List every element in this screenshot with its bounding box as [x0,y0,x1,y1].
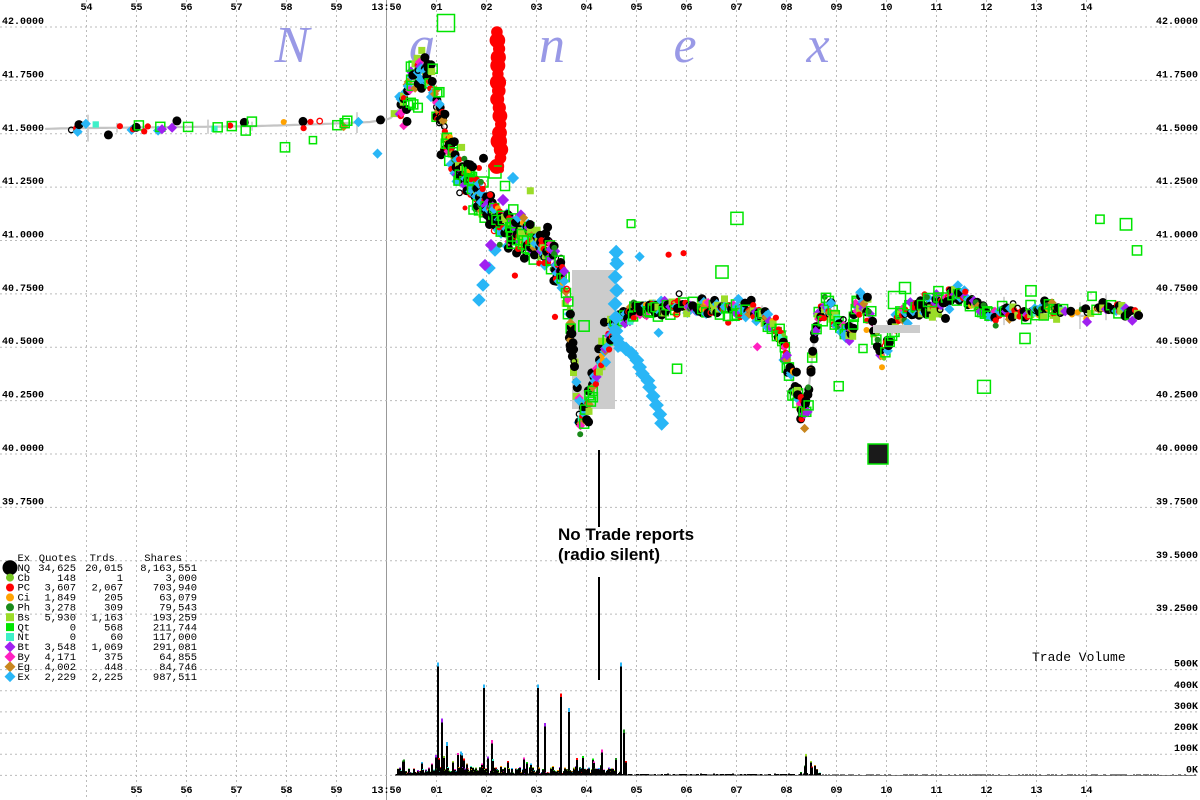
svg-text:200K: 200K [1174,723,1198,734]
svg-text:40.2500: 40.2500 [2,391,44,402]
svg-text:05: 05 [630,3,642,14]
svg-text:41.7500: 41.7500 [1156,70,1198,81]
svg-text:100K: 100K [1174,744,1198,755]
svg-text:13:50: 13:50 [371,786,401,797]
svg-text:40.5000: 40.5000 [1156,337,1198,348]
svg-text:11: 11 [930,786,942,797]
svg-text:09: 09 [830,786,842,797]
svg-text:41.2500: 41.2500 [2,177,44,188]
svg-text:55: 55 [130,3,142,14]
svg-text:07: 07 [730,786,742,797]
svg-text:41.0000: 41.0000 [1156,231,1198,242]
svg-text:Ex: Ex [18,672,31,684]
svg-text:11: 11 [930,3,942,14]
svg-text:n: n [539,17,565,74]
svg-text:08: 08 [780,3,792,14]
svg-text:58: 58 [280,786,292,797]
svg-text:14: 14 [1080,3,1092,14]
svg-text:39.7500: 39.7500 [1156,497,1198,508]
svg-text:0K: 0K [1186,765,1198,776]
svg-text:59: 59 [330,786,342,797]
svg-text:04: 04 [580,786,592,797]
svg-text:14: 14 [1080,786,1092,797]
svg-text:40.5000: 40.5000 [2,337,44,348]
svg-text:No Trade reports: No Trade reports [558,525,694,544]
svg-text:03: 03 [530,786,542,797]
svg-text:42.0000: 42.0000 [2,17,44,28]
svg-text:N: N [274,17,313,74]
svg-text:13:50: 13:50 [371,3,401,14]
svg-text:40.7500: 40.7500 [2,284,44,295]
svg-text:56: 56 [180,786,192,797]
svg-text:41.5000: 41.5000 [1156,124,1198,135]
svg-text:39.5000: 39.5000 [1156,551,1198,562]
svg-text:500K: 500K [1174,660,1198,671]
svg-text:03: 03 [530,3,542,14]
svg-text:54: 54 [80,3,92,14]
svg-text:39.7500: 39.7500 [2,497,44,508]
svg-text:41.2500: 41.2500 [1156,177,1198,188]
svg-text:55: 55 [130,786,142,797]
svg-text:40.0000: 40.0000 [2,444,44,455]
svg-text:12: 12 [980,786,992,797]
svg-text:2,229: 2,229 [44,672,76,684]
svg-text:09: 09 [830,3,842,14]
svg-text:59: 59 [330,3,342,14]
svg-text:400K: 400K [1174,681,1198,692]
svg-text:57: 57 [230,786,242,797]
svg-text:40.2500: 40.2500 [1156,391,1198,402]
svg-text:02: 02 [480,3,492,14]
svg-text:2,225: 2,225 [91,672,123,684]
svg-text:07: 07 [730,3,742,14]
svg-text:12: 12 [980,3,992,14]
svg-text:41.0000: 41.0000 [2,231,44,242]
svg-text:Trade Volume: Trade Volume [1032,650,1126,665]
svg-text:58: 58 [280,3,292,14]
svg-text:56: 56 [180,3,192,14]
svg-text:02: 02 [480,786,492,797]
svg-text:57: 57 [230,3,242,14]
svg-text:13: 13 [1030,786,1042,797]
svg-text:41.5000: 41.5000 [2,124,44,135]
svg-text:06: 06 [680,786,692,797]
svg-text:42.0000: 42.0000 [1156,17,1198,28]
svg-text:40.0000: 40.0000 [1156,444,1198,455]
svg-text:x: x [805,17,829,74]
svg-text:01: 01 [430,3,442,14]
svg-text:06: 06 [680,3,692,14]
svg-text:300K: 300K [1174,702,1198,713]
svg-text:39.2500: 39.2500 [1156,604,1198,615]
svg-text:40.7500: 40.7500 [1156,284,1198,295]
svg-text:e: e [673,17,696,74]
svg-text:987,511: 987,511 [153,672,197,684]
svg-text:01: 01 [430,786,442,797]
svg-text:10: 10 [880,3,892,14]
svg-text:41.7500: 41.7500 [2,70,44,81]
svg-text:05: 05 [630,786,642,797]
svg-text:04: 04 [580,3,592,14]
svg-text:(radio silent): (radio silent) [558,545,660,564]
svg-text:13: 13 [1030,3,1042,14]
svg-text:08: 08 [780,786,792,797]
svg-text:10: 10 [880,786,892,797]
